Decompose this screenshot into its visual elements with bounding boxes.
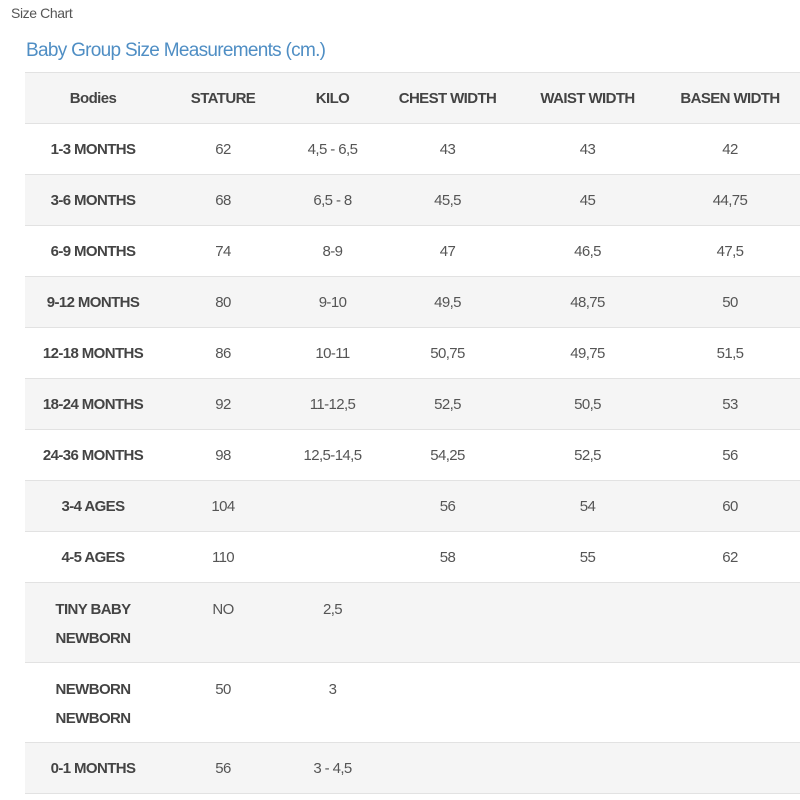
table-cell: NO xyxy=(161,582,285,663)
table-row: 0-1 MONTHS 56 3 - 4,5 xyxy=(25,742,800,794)
column-header: BASEN WIDTH xyxy=(660,72,800,124)
table-cell: 56 xyxy=(161,742,285,794)
table-cell: 55 xyxy=(515,531,660,583)
size-label-cell: TINY BABY NEWBORN xyxy=(25,582,161,663)
table-cell: 50 xyxy=(660,276,800,328)
size-label-cell: 3-4 AGES xyxy=(25,480,161,532)
table-cell: 47 xyxy=(380,225,515,277)
table-cell: 92 xyxy=(161,378,285,430)
table-cell: 52,5 xyxy=(380,378,515,430)
table-cell: 68 xyxy=(161,174,285,226)
table-cell xyxy=(660,742,800,794)
table-row: TINY BABY NEWBORN NO 2,5 xyxy=(25,582,800,663)
table-cell: 110 xyxy=(161,531,285,583)
table-cell: 49,5 xyxy=(380,276,515,328)
table-cell: 98 xyxy=(161,429,285,481)
table-cell: 56 xyxy=(380,480,515,532)
table-cell: 2,5 xyxy=(285,582,380,663)
table-cell xyxy=(515,582,660,663)
size-label-cell: 0-1 MONTHS xyxy=(25,742,161,794)
table-cell xyxy=(515,662,660,743)
table-cell: 49,75 xyxy=(515,327,660,379)
column-header: KILO xyxy=(285,72,380,124)
table-cell: 62 xyxy=(161,123,285,175)
table-cell xyxy=(515,742,660,794)
table-cell: 11-12,5 xyxy=(285,378,380,430)
table-cell: 9-10 xyxy=(285,276,380,328)
table-cell: 56 xyxy=(660,429,800,481)
table-cell: 104 xyxy=(161,480,285,532)
table-cell: 58 xyxy=(380,531,515,583)
size-label-cell: 6-9 MONTHS xyxy=(25,225,161,277)
table-row: NEWBORN NEWBORN 50 3 xyxy=(25,662,800,743)
table-title: Baby Group Size Measurements (cm.) xyxy=(26,40,326,61)
table-row: 9-12 MONTHS 80 9-10 49,5 48,75 50 xyxy=(25,276,800,328)
table-cell: 60 xyxy=(660,480,800,532)
table-cell: 48,75 xyxy=(515,276,660,328)
table-cell: 3 - 4,5 xyxy=(285,742,380,794)
table-row: 18-24 MONTHS 92 11-12,5 52,5 50,5 53 xyxy=(25,378,800,430)
table-cell xyxy=(285,480,380,532)
table-row: 24-36 MONTHS 98 12,5-14,5 54,25 52,5 56 xyxy=(25,429,800,481)
column-header: CHEST WIDTH xyxy=(380,72,515,124)
table-row: 12-18 MONTHS 86 10-11 50,75 49,75 51,5 xyxy=(25,327,800,379)
table-cell: 50,5 xyxy=(515,378,660,430)
table-cell xyxy=(660,662,800,743)
size-label-cell: 1-3 MONTHS xyxy=(25,123,161,175)
size-label-cell: 24-36 MONTHS xyxy=(25,429,161,481)
size-label-cell: 3-6 MONTHS xyxy=(25,174,161,226)
table-cell xyxy=(380,662,515,743)
table-cell: 8-9 xyxy=(285,225,380,277)
table-cell: 52,5 xyxy=(515,429,660,481)
table-cell: 54,25 xyxy=(380,429,515,481)
size-chart-table: Bodies STATURE KILO CHEST WIDTH WAIST WIDTH B… xyxy=(25,72,800,794)
table-cell: 50,75 xyxy=(380,327,515,379)
page-title: Size Chart xyxy=(11,5,73,21)
table-cell: 54 xyxy=(515,480,660,532)
table-cell: 62 xyxy=(660,531,800,583)
table-cell: 42 xyxy=(660,123,800,175)
table-cell: 51,5 xyxy=(660,327,800,379)
table-cell: 74 xyxy=(161,225,285,277)
table-cell xyxy=(660,582,800,663)
table-cell: 45,5 xyxy=(380,174,515,226)
table-cell: 6,5 - 8 xyxy=(285,174,380,226)
table-cell: 43 xyxy=(380,123,515,175)
table-cell: 3 xyxy=(285,662,380,743)
table-cell xyxy=(380,742,515,794)
table-cell: 45 xyxy=(515,174,660,226)
table-cell xyxy=(285,531,380,583)
table-cell: 47,5 xyxy=(660,225,800,277)
table-cell: 10-11 xyxy=(285,327,380,379)
size-label-cell: 9-12 MONTHS xyxy=(25,276,161,328)
table-row: 4-5 AGES 110 58 55 62 xyxy=(25,531,800,583)
table-cell: 43 xyxy=(515,123,660,175)
table-cell: 86 xyxy=(161,327,285,379)
column-header: WAIST WIDTH xyxy=(515,72,660,124)
table-cell xyxy=(380,582,515,663)
header-row: Bodies STATURE KILO CHEST WIDTH WAIST WIDTH B… xyxy=(25,72,800,124)
table-cell: 80 xyxy=(161,276,285,328)
table-cell: 44,75 xyxy=(660,174,800,226)
table-cell: 4,5 - 6,5 xyxy=(285,123,380,175)
size-label-cell: 4-5 AGES xyxy=(25,531,161,583)
column-header: STATURE xyxy=(161,72,285,124)
size-label-cell: 18-24 MONTHS xyxy=(25,378,161,430)
table-row: 3-4 AGES 104 56 54 60 xyxy=(25,480,800,532)
size-label-cell: 12-18 MONTHS xyxy=(25,327,161,379)
column-header: Bodies xyxy=(25,72,161,124)
table-cell: 46,5 xyxy=(515,225,660,277)
table-row: 3-6 MONTHS 68 6,5 - 8 45,5 45 44,75 xyxy=(25,174,800,226)
table-cell: 12,5-14,5 xyxy=(285,429,380,481)
table-cell: 50 xyxy=(161,662,285,743)
table-cell: 53 xyxy=(660,378,800,430)
table-row: 1-3 MONTHS 62 4,5 - 6,5 43 43 42 xyxy=(25,123,800,175)
table-row: 6-9 MONTHS 74 8-9 47 46,5 47,5 xyxy=(25,225,800,277)
size-label-cell: NEWBORN NEWBORN xyxy=(25,662,161,743)
